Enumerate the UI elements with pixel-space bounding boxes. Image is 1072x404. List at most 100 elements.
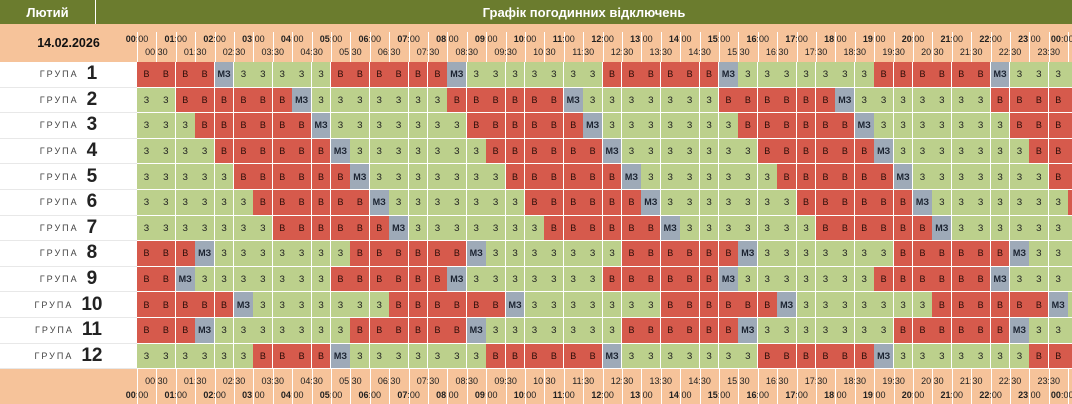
- group-label: ГРУПА 5: [0, 164, 137, 190]
- time-separator: [932, 32, 934, 62]
- schedule-cell-on: З: [447, 164, 468, 190]
- schedule-cell-on: З: [738, 343, 759, 370]
- schedule-cell-on: З: [951, 138, 972, 165]
- hour-tick-label: 14:00: [668, 390, 692, 400]
- schedule-cell-on: З: [447, 190, 468, 216]
- schedule-cell-on: З: [1010, 215, 1030, 242]
- schedule-cell-on: З: [544, 292, 565, 318]
- hour-tick-label: 20:00: [901, 34, 925, 44]
- schedule-cell-on: З: [1068, 266, 1072, 293]
- time-separator: [234, 32, 235, 62]
- hour-tick-label: 22:00: [979, 34, 1002, 44]
- schedule-cell-on: З: [932, 113, 953, 139]
- schedule-cell-off: В: [292, 138, 313, 165]
- schedule-cell-on: З: [738, 266, 759, 293]
- schedule-cell-off: В: [583, 164, 604, 190]
- time-separator: [486, 32, 488, 62]
- group-label: ГРУПА 9: [0, 266, 137, 293]
- group-word: ГРУПА: [39, 146, 79, 157]
- group-number: 2: [86, 88, 98, 110]
- time-separator: [641, 369, 643, 404]
- group-word: ГРУПА: [39, 94, 79, 105]
- schedule-cell-maybe: МЗ: [738, 241, 759, 267]
- schedule-cell-on: З: [796, 215, 817, 242]
- time-separator: [331, 32, 332, 62]
- schedule-cell-off: В: [311, 343, 332, 370]
- schedule-cell-off: В: [156, 292, 177, 318]
- hour-tick-label: 18:00: [824, 390, 847, 400]
- schedule-cell-on: З: [234, 266, 254, 293]
- hour-tick-label: 19:00: [862, 34, 886, 44]
- schedule-cell-off: В: [796, 343, 817, 370]
- schedule-cell-on: З: [971, 215, 992, 242]
- schedule-cell-off: В: [932, 292, 953, 318]
- group-number: 4: [86, 140, 98, 162]
- schedule-cell-on: З: [932, 164, 953, 190]
- schedule-cell-off: В: [641, 215, 662, 242]
- schedule-cell-off: В: [1010, 292, 1030, 318]
- schedule-cell-on: З: [583, 62, 604, 88]
- schedule-cell-off: В: [253, 138, 274, 165]
- schedule-cell-on: З: [854, 318, 875, 344]
- time-separator: [505, 369, 507, 404]
- schedule-cell-on: З: [408, 190, 429, 216]
- schedule-cell-on: З: [757, 215, 778, 242]
- hour-tick-label: 03:00: [242, 390, 265, 400]
- hour-tick-label: 04:00: [280, 34, 304, 44]
- time-separator: [990, 32, 992, 62]
- schedule-cell-on: З: [971, 190, 992, 216]
- schedule-cell-off: В: [835, 190, 856, 216]
- time-separator: [932, 369, 934, 404]
- schedule-cell-on: З: [1068, 62, 1072, 88]
- schedule-cell-on: З: [428, 215, 448, 242]
- schedule-cell-on: З: [913, 343, 933, 370]
- schedule-cell-off: В: [835, 215, 856, 242]
- schedule-cell-off: В: [544, 215, 565, 242]
- time-separator: [505, 32, 507, 62]
- schedule-cell-off: В: [525, 113, 545, 139]
- time-separator: [563, 32, 565, 62]
- schedule-cell-on: З: [331, 292, 351, 318]
- schedule-cell-off: В: [680, 62, 701, 88]
- schedule-cell-on: З: [990, 190, 1011, 216]
- schedule-cell-off: В: [311, 138, 332, 165]
- schedule-cell-off: В: [466, 292, 487, 318]
- schedule-cell-off: В: [835, 164, 856, 190]
- schedule-cell-off: В: [777, 164, 798, 190]
- schedule-cell-off: В: [796, 190, 817, 216]
- schedule-cell-off: В: [486, 138, 507, 165]
- time-separator: [563, 369, 565, 404]
- schedule-cell-off: В: [816, 113, 836, 139]
- schedule-cell-maybe: МЗ: [505, 292, 526, 318]
- time-separator: [680, 32, 682, 62]
- schedule-cell-on: З: [505, 215, 526, 242]
- schedule-cell-on: З: [544, 241, 565, 267]
- schedule-cell-on: З: [602, 318, 623, 344]
- schedule-cell-on: З: [389, 87, 410, 114]
- schedule-cell-off: В: [893, 62, 914, 88]
- schedule-cell-on: З: [253, 292, 274, 318]
- schedule-cell-on: З: [408, 87, 429, 114]
- time-separator: [525, 32, 526, 62]
- schedule-cell-off: В: [563, 113, 584, 139]
- schedule-cell-on: З: [389, 113, 410, 139]
- schedule-cell-on: З: [311, 292, 332, 318]
- schedule-cell-on: З: [195, 215, 216, 242]
- schedule-cell-off: В: [525, 164, 545, 190]
- group-number: 5: [86, 165, 98, 187]
- schedule-cell-on: З: [738, 62, 759, 88]
- schedule-cell-off: В: [466, 113, 487, 139]
- schedule-cell-off: В: [893, 266, 914, 293]
- schedule-cell-on: З: [563, 318, 584, 344]
- schedule-cell-maybe: МЗ: [719, 266, 739, 293]
- schedule-cell-on: З: [408, 343, 429, 370]
- schedule-cell-on: З: [331, 318, 351, 344]
- time-separator: [660, 369, 662, 404]
- schedule-cell-on: З: [971, 343, 992, 370]
- schedule-cell-off: В: [757, 138, 778, 165]
- schedule-cell-on: З: [408, 215, 429, 242]
- time-separator: [389, 369, 391, 404]
- schedule-cell-off: В: [1010, 87, 1030, 114]
- schedule-cell-on: З: [796, 292, 817, 318]
- schedule-cell-off: В: [350, 318, 371, 344]
